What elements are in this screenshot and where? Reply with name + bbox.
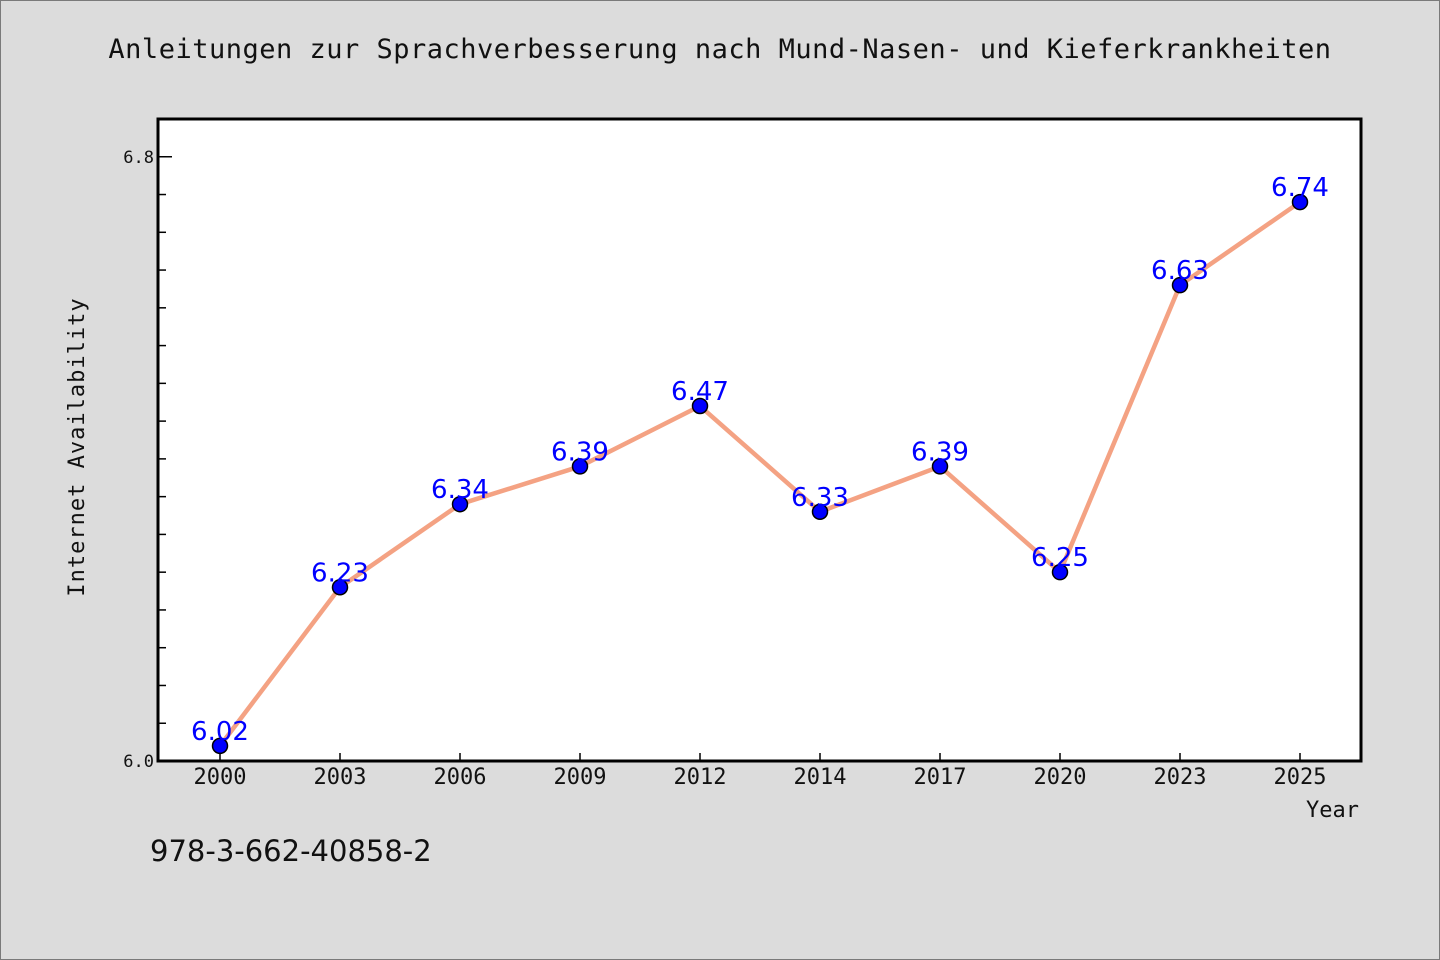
y-axis-label: Internet Availability	[65, 297, 90, 596]
x-tick-label: 2000	[194, 765, 247, 790]
chart-title: Anleitungen zur Sprachverbesserung nach …	[108, 34, 1332, 65]
x-tick-label: 2012	[674, 765, 727, 790]
data-label: 6.33	[791, 483, 849, 513]
plot-border	[156, 117, 1363, 763]
y-tick-label: 6.0	[123, 752, 154, 772]
x-tick-label: 2025	[1274, 765, 1327, 790]
data-label: 6.34	[431, 475, 489, 505]
data-label: 6.25	[1031, 543, 1089, 573]
x-tick-label: 2020	[1034, 765, 1087, 790]
x-tick-label: 2009	[554, 765, 607, 790]
x-tick-label: 2023	[1154, 765, 1207, 790]
data-label: 6.47	[671, 377, 729, 407]
data-point	[691, 397, 709, 415]
x-tick-label: 2006	[434, 765, 487, 790]
data-point	[811, 503, 829, 521]
data-label: 6.63	[1151, 256, 1209, 286]
data-label: 6.39	[551, 437, 609, 467]
isbn-text: 978-3-662-40858-2	[150, 834, 432, 868]
y-tick-label: 6.8	[123, 148, 154, 168]
data-point	[331, 579, 349, 596]
data-point	[931, 458, 949, 475]
data-point	[571, 458, 589, 475]
series-line	[217, 199, 1303, 749]
data-point	[1051, 563, 1069, 581]
data-point	[451, 495, 469, 513]
data-point	[211, 737, 229, 755]
data-label: 6.23	[311, 558, 369, 588]
plot-area	[158, 119, 1361, 761]
data-label: 6.02	[191, 717, 249, 747]
x-tick-label: 2017	[914, 765, 967, 790]
x-tick-label: 2003	[314, 765, 367, 790]
data-point	[1171, 276, 1189, 294]
data-label: 6.74	[1271, 173, 1329, 203]
data-point	[1291, 193, 1309, 211]
data-label: 6.39	[911, 437, 969, 467]
x-tick-label: 2014	[794, 765, 847, 790]
x-axis-label: Year	[1306, 798, 1359, 823]
